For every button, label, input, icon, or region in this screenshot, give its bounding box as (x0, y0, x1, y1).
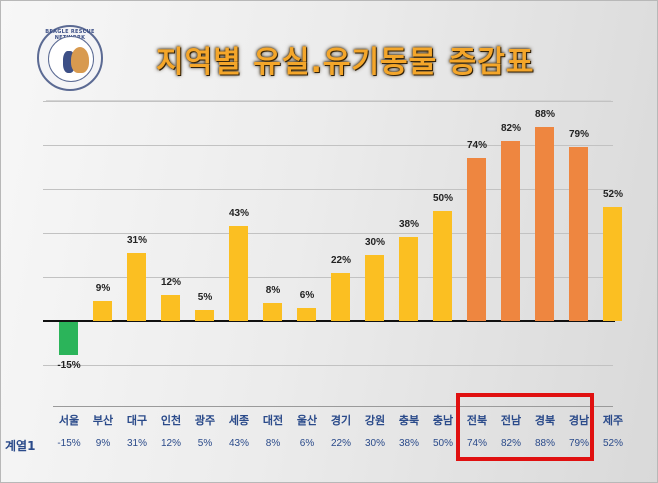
table-value: 88% (534, 438, 555, 449)
data-label: 88% (534, 109, 555, 121)
table-value: 8% (265, 438, 281, 449)
category-label: 경남 (568, 414, 590, 427)
bar (93, 301, 112, 321)
zero-axis (43, 320, 615, 322)
gridline (43, 145, 613, 146)
category-label: 제주 (602, 414, 624, 427)
data-label: 22% (330, 254, 351, 266)
data-label: 50% (432, 193, 453, 204)
logo-dog-icon (48, 36, 94, 82)
category-label: 대구 (126, 414, 148, 427)
gridline (43, 365, 613, 366)
bar (365, 255, 384, 321)
data-label: 5% (197, 292, 213, 303)
table-value: 9% (95, 438, 111, 449)
table-value: 22% (330, 438, 351, 449)
table-value: 43% (228, 438, 249, 449)
table-value: 31% (126, 438, 147, 449)
category-label: 대전 (262, 414, 284, 427)
bar (331, 272, 350, 321)
category-label: 충남 (432, 414, 454, 427)
bar (59, 322, 78, 355)
category-label: 경기 (330, 414, 352, 427)
data-label: 6% (299, 289, 315, 301)
table-value: -15% (57, 438, 81, 449)
data-label: 30% (364, 237, 385, 248)
table-value: 6% (299, 438, 315, 449)
category-label: 전북 (466, 414, 488, 427)
bar (467, 158, 486, 321)
data-label: 31% (126, 234, 147, 246)
table-value: 52% (602, 438, 623, 449)
gridline (43, 233, 613, 234)
data-label: 74% (466, 140, 487, 152)
category-label: 전남 (500, 414, 522, 427)
table-divider (53, 406, 613, 407)
bar (501, 140, 520, 321)
bar (229, 226, 248, 321)
bar (399, 237, 418, 321)
bar (603, 206, 622, 321)
bar (297, 307, 316, 321)
table-value: 79% (568, 438, 589, 449)
table-value: 38% (398, 438, 419, 449)
category-label: 인천 (160, 414, 182, 427)
data-label: -15% (57, 360, 81, 371)
bar (161, 294, 180, 321)
bar (195, 310, 214, 321)
data-label: 9% (95, 283, 111, 295)
category-label: 부산 (92, 414, 114, 427)
category-label: 서울 (58, 414, 80, 427)
category-label: 경북 (534, 414, 556, 427)
table-value: 74% (466, 438, 487, 449)
bar (569, 147, 588, 321)
gridline (43, 277, 613, 278)
category-label: 울산 (296, 414, 318, 427)
category-label: 광주 (194, 414, 216, 427)
table-value: 12% (160, 438, 181, 449)
data-label: 8% (265, 285, 281, 297)
data-label: 12% (160, 276, 181, 288)
data-label: 79% (568, 129, 589, 141)
gridline (43, 189, 613, 190)
category-label: 충북 (398, 414, 420, 427)
bar (263, 303, 282, 321)
table-value: 50% (432, 438, 453, 449)
table-value: 5% (197, 438, 213, 449)
data-label: 38% (398, 219, 419, 231)
bar (433, 211, 452, 321)
gridline (43, 101, 613, 102)
data-label: 82% (500, 122, 521, 134)
category-label: 강원 (364, 414, 386, 427)
highlight-box (456, 393, 594, 461)
series-label: 계열1 (5, 439, 36, 453)
beagle-rescue-logo: BEAGLE RESCUE NETWORK (37, 25, 103, 91)
bar (535, 127, 554, 321)
bar (127, 252, 146, 321)
category-label: 세종 (228, 414, 250, 427)
data-label: 52% (602, 188, 623, 200)
data-label: 43% (228, 208, 249, 220)
divider (46, 100, 611, 101)
table-value: 30% (364, 438, 385, 449)
chart-title: 지역별 유실.유기동물 증감표 (156, 45, 535, 80)
table-value: 82% (500, 438, 521, 449)
